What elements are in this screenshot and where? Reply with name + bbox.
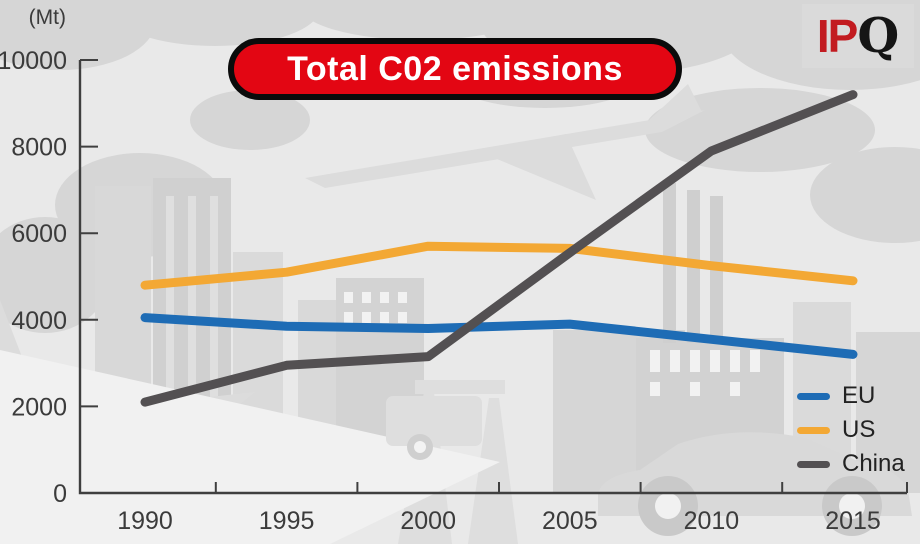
legend-label-eu: EU xyxy=(842,382,876,409)
road-shape xyxy=(0,350,500,544)
y-tick-label: 10000 xyxy=(0,47,67,75)
china-line-swatch xyxy=(797,460,830,468)
china-data-line xyxy=(140,90,858,407)
legend-item-eu: EU xyxy=(797,383,905,409)
car-icon xyxy=(598,432,912,536)
us-line-swatch xyxy=(797,426,830,434)
us-data-line xyxy=(140,241,858,290)
x-tick-label: 1995 xyxy=(259,507,315,535)
x-tick-label: 2010 xyxy=(684,507,740,535)
ipq-logo-ip: IP xyxy=(816,10,858,62)
bus-icon xyxy=(386,396,482,460)
chart-title-badge: Total C02 emissions xyxy=(228,38,682,100)
chart-title: Total C02 emissions xyxy=(287,49,623,88)
y-tick-label: 6000 xyxy=(11,220,67,248)
eu-line-swatch xyxy=(797,392,830,400)
legend-item-china: China xyxy=(797,451,905,477)
x-tick-label: 1990 xyxy=(117,507,173,535)
x-tick-label: 2005 xyxy=(542,507,598,535)
chart-legend: EU US China xyxy=(797,383,905,477)
ipq-logo-q: Q xyxy=(857,8,900,64)
eu-data-line xyxy=(140,313,858,359)
y-tick-label: 4000 xyxy=(11,307,67,335)
legend-label-china: China xyxy=(842,450,905,477)
x-tick-label: 2000 xyxy=(400,507,456,535)
y-tick-label: 2000 xyxy=(11,393,67,421)
y-tick-label: 8000 xyxy=(11,134,67,162)
y-axis-unit-label: (Mt) xyxy=(28,6,66,29)
window-shapes xyxy=(166,196,760,476)
ipq-logo: IP Q xyxy=(802,4,914,68)
legend-item-us: US xyxy=(797,417,905,443)
legend-label-us: US xyxy=(842,416,876,443)
airplane-icon xyxy=(305,84,705,200)
y-tick-label: 0 xyxy=(53,480,67,508)
axis-line xyxy=(78,60,907,495)
x-tick-label: 2015 xyxy=(825,507,881,535)
